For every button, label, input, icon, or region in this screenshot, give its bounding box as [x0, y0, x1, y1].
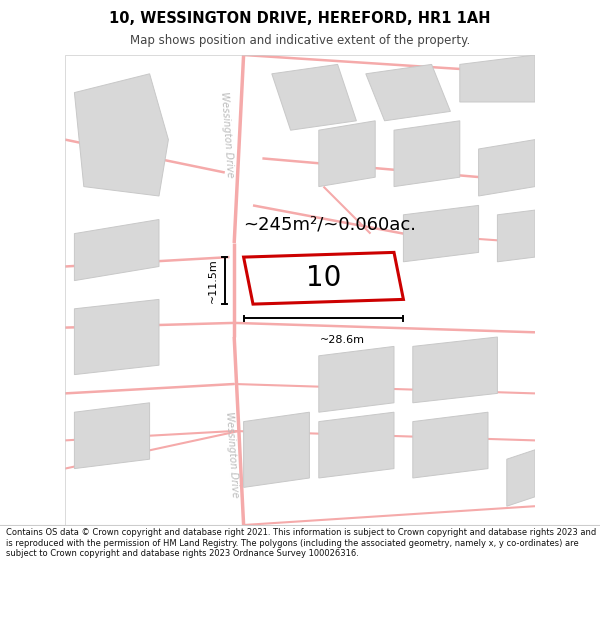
Polygon shape	[507, 450, 535, 506]
Polygon shape	[394, 121, 460, 187]
Text: ~11.5m: ~11.5m	[208, 258, 218, 303]
Polygon shape	[74, 402, 149, 469]
Polygon shape	[497, 210, 535, 262]
Polygon shape	[74, 74, 169, 196]
Polygon shape	[244, 412, 310, 488]
Text: 10: 10	[306, 264, 341, 292]
Polygon shape	[74, 219, 159, 281]
Text: ~28.6m: ~28.6m	[320, 334, 365, 344]
Text: Contains OS data © Crown copyright and database right 2021. This information is : Contains OS data © Crown copyright and d…	[6, 528, 596, 558]
Text: Map shows position and indicative extent of the property.: Map shows position and indicative extent…	[130, 34, 470, 47]
Text: 10, WESSINGTON DRIVE, HEREFORD, HR1 1AH: 10, WESSINGTON DRIVE, HEREFORD, HR1 1AH	[109, 11, 491, 26]
Polygon shape	[413, 412, 488, 478]
Polygon shape	[366, 64, 451, 121]
Text: ~245m²/~0.060ac.: ~245m²/~0.060ac.	[244, 215, 416, 233]
Polygon shape	[319, 346, 394, 413]
Polygon shape	[479, 139, 535, 196]
Polygon shape	[272, 64, 356, 130]
Text: Wessington Drive: Wessington Drive	[219, 92, 235, 178]
Polygon shape	[74, 299, 159, 374]
Text: Wessington Drive: Wessington Drive	[224, 411, 240, 498]
Polygon shape	[403, 206, 479, 262]
Polygon shape	[319, 412, 394, 478]
Polygon shape	[319, 121, 375, 187]
Polygon shape	[413, 337, 497, 402]
Polygon shape	[460, 55, 535, 102]
Polygon shape	[244, 253, 403, 304]
